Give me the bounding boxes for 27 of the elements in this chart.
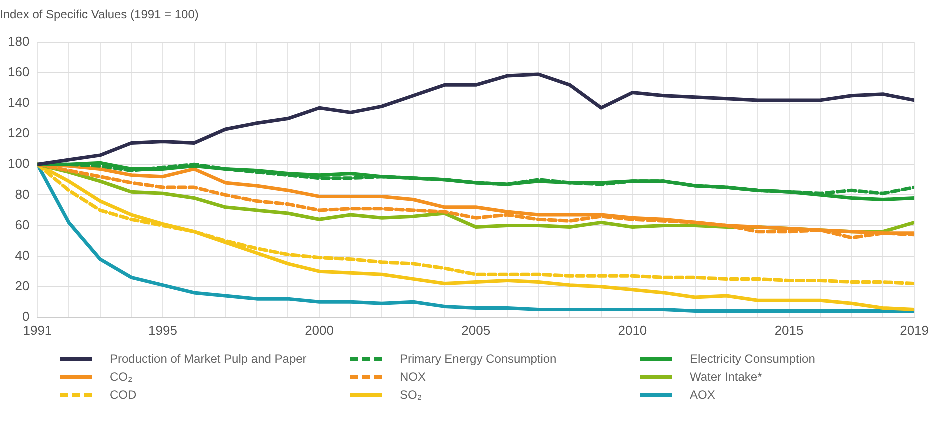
legend-label: Primary Energy Consumption — [400, 352, 557, 366]
x-tick-label: 2015 — [774, 322, 804, 338]
y-tick-label: 140 — [8, 95, 30, 110]
chart-title: Index of Specific Values (1991 = 100) — [0, 8, 199, 22]
y-tick-label: 160 — [8, 64, 30, 80]
y-tick-label: 60 — [15, 217, 30, 232]
legend-label: Electricity Consumption — [690, 352, 816, 366]
y-tick-label: 180 — [8, 34, 30, 49]
y-tick-label: 40 — [15, 248, 30, 263]
x-tick-label: 2010 — [618, 322, 648, 338]
x-tick-label: 2019 — [900, 322, 929, 338]
legend-label: CO₂ — [110, 370, 133, 384]
legend-label: COD — [110, 388, 137, 402]
x-tick-label: 1991 — [23, 322, 52, 338]
y-tick-label: 100 — [8, 156, 30, 172]
legend-label: NOX — [400, 370, 426, 384]
y-tick-label: 120 — [8, 126, 30, 141]
legend-label: AOX — [690, 388, 716, 402]
x-tick-label: 2005 — [462, 322, 491, 338]
x-tick-label: 1995 — [148, 322, 178, 338]
legend-label: SO₂ — [400, 388, 422, 402]
y-tick-label: 0 — [22, 308, 30, 324]
x-tick-label: 2000 — [305, 322, 334, 338]
y-tick-label: 80 — [15, 186, 30, 202]
y-tick-label: 20 — [15, 278, 30, 294]
legend-label: Production of Market Pulp and Paper — [110, 352, 307, 366]
legend-label: Water Intake* — [690, 370, 762, 384]
